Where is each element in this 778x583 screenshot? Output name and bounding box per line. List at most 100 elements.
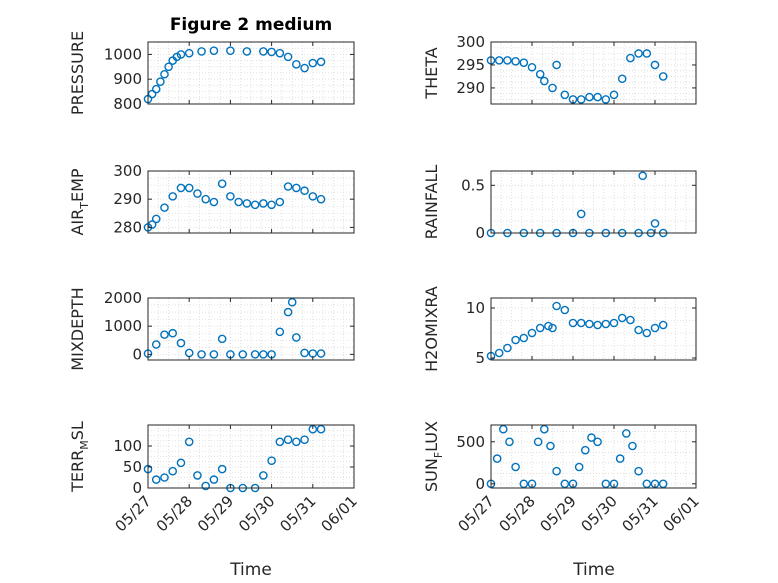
data-point (209, 350, 219, 359)
data-point (503, 343, 512, 353)
data-point (209, 197, 219, 207)
data-point (511, 335, 520, 345)
data-point (576, 318, 586, 328)
data-point (642, 328, 652, 338)
data-point (168, 192, 178, 201)
data-point (519, 58, 529, 67)
data-point (283, 307, 293, 317)
y-tick-label: 280 (113, 218, 142, 236)
data-point (642, 479, 652, 489)
data-point (275, 197, 285, 207)
subplot-5: 0 1000 2000 MIXDEPTH (68, 287, 355, 371)
data-point (585, 319, 594, 329)
data-point (226, 46, 235, 55)
data-point (601, 319, 611, 329)
y-tick-label: 0.5 (461, 176, 485, 194)
y-tick-label: 300 (456, 33, 485, 51)
data-point (259, 47, 268, 56)
data-point (581, 445, 590, 455)
data-point (552, 466, 561, 476)
data-point (234, 197, 243, 207)
data-point (560, 305, 570, 315)
data-point (168, 466, 178, 476)
data-point (292, 437, 301, 447)
y-axis-label: TERRMSL (68, 421, 91, 493)
data-point (650, 60, 660, 70)
data-point (283, 435, 293, 445)
axes-box (490, 170, 697, 234)
data-point (193, 471, 202, 480)
data-point (576, 95, 586, 104)
data-point (164, 62, 173, 72)
data-point (193, 189, 202, 198)
data-point (275, 437, 285, 447)
data-point (609, 90, 619, 100)
data-point (316, 194, 326, 204)
y-axis-label: THETA (422, 47, 441, 99)
data-point (151, 340, 161, 349)
data-point (494, 348, 504, 358)
axes-box (147, 297, 355, 361)
y-axis-label: PRESSURE (68, 31, 87, 115)
data-point (160, 473, 169, 482)
subplot-3: 280 290 300 AIRTEMP (68, 162, 355, 236)
y-tick-label: 900 (113, 70, 142, 88)
axes-box (147, 424, 355, 489)
y-tick-label: 5 (475, 349, 485, 367)
y-tick-label: 0 (475, 475, 485, 493)
x-axis-label-right: Time (572, 560, 615, 580)
data-point (209, 475, 219, 484)
data-point (658, 72, 668, 81)
y-tick-label: 800 (113, 95, 142, 113)
data-point (494, 56, 504, 65)
y-tick-label: 0 (475, 224, 485, 242)
data-point (267, 47, 276, 57)
data-point (587, 433, 596, 442)
data-point (259, 199, 268, 208)
y-axis-label: SUNFLUX (422, 421, 445, 492)
data-point (217, 464, 227, 474)
data-point (622, 429, 631, 438)
data-point (176, 458, 186, 468)
data-point (634, 466, 643, 476)
subplot-4: 0 0.5 RAINFALL (422, 165, 697, 242)
data-point (560, 479, 570, 489)
data-point (176, 50, 186, 59)
data-point (184, 48, 194, 58)
data-point (527, 328, 537, 338)
data-point (617, 313, 627, 323)
data-point (638, 171, 648, 181)
data-point (601, 95, 611, 104)
data-point (511, 462, 520, 472)
y-tick-label: 1000 (104, 45, 142, 63)
data-point (650, 323, 660, 333)
data-point (160, 330, 169, 339)
data-point (238, 350, 248, 359)
data-point (283, 182, 293, 191)
data-point (560, 90, 570, 100)
data-point (300, 348, 309, 358)
data-point (634, 325, 643, 335)
data-point (650, 219, 660, 228)
data-point (184, 437, 194, 447)
subplot-1: 800 900 1000 PRESSURE (68, 31, 355, 115)
data-point (201, 481, 210, 491)
data-point (511, 56, 520, 66)
figure-title: Figure 2 medium (170, 15, 332, 35)
axes-box (490, 41, 697, 105)
data-point (492, 454, 502, 463)
data-point (576, 209, 586, 219)
data-point (308, 192, 318, 201)
data-point (535, 69, 545, 79)
axes-box (147, 170, 355, 234)
data-point (217, 334, 227, 344)
data-point (609, 318, 619, 328)
data-point (259, 350, 268, 359)
data-point (568, 318, 578, 328)
y-tick-label: 290 (456, 79, 485, 97)
data-point (292, 60, 301, 69)
data-point (548, 323, 557, 333)
data-point (147, 220, 157, 229)
